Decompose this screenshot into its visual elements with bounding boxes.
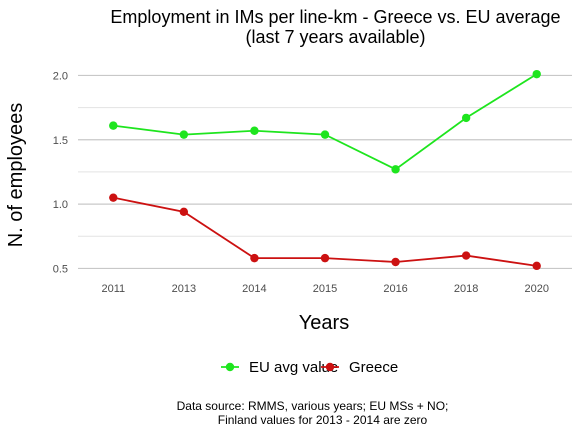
data-point — [179, 207, 189, 217]
data-point — [461, 113, 471, 123]
series-lines — [109, 69, 541, 271]
data-source-caption: Data source: RMMS, various years; EU MSs… — [176, 399, 449, 413]
x-tick-label: 2013 — [172, 283, 196, 295]
chart-subtitle: (last 7 years available) — [245, 27, 426, 47]
data-point — [391, 165, 400, 174]
data-point — [109, 121, 118, 130]
data-point — [250, 253, 259, 263]
legend-label: EU avg value — [249, 359, 338, 376]
data-point — [250, 126, 259, 135]
data-point — [109, 193, 118, 202]
data-point — [461, 251, 471, 260]
data-point — [320, 253, 330, 263]
x-tick-label: 2015 — [313, 283, 337, 295]
data-point — [532, 261, 541, 271]
legend-label: Greece — [349, 359, 398, 376]
x-tick-label: 2020 — [524, 283, 548, 295]
x-tick-label: 2011 — [101, 283, 125, 295]
data-point — [179, 130, 189, 139]
data-point — [532, 69, 541, 79]
x-tick-label: 2014 — [242, 283, 266, 295]
grid-lines — [78, 74, 572, 270]
data-point — [391, 257, 400, 267]
finland-note-caption: Finland values for 2013 - 2014 are zero — [217, 413, 428, 427]
y-tick-label: 1.0 — [53, 199, 68, 211]
y-tick-label: 0.5 — [53, 263, 68, 275]
y-tick-label: 1.5 — [53, 135, 68, 147]
x-axis-ticks: 2011 2013 2014 2015 2016 2018 2020 — [101, 283, 548, 295]
y-tick-label: 2.0 — [53, 70, 68, 82]
legend-marker — [225, 362, 235, 372]
x-tick-label: 2018 — [454, 283, 478, 295]
chart-title: Employment in IMs per line-km - Greece v… — [110, 7, 561, 27]
x-tick-label: 2016 — [383, 283, 407, 295]
y-axis-ticks: 0.5 1.0 1.5 2.0 — [53, 70, 68, 275]
legend: EU avg value Greece — [221, 359, 398, 376]
x-axis-label: Years — [299, 312, 349, 334]
data-point — [320, 130, 330, 139]
y-axis-label: N. of employees — [5, 103, 27, 248]
legend-marker — [325, 362, 335, 372]
series-line — [113, 73, 538, 171]
